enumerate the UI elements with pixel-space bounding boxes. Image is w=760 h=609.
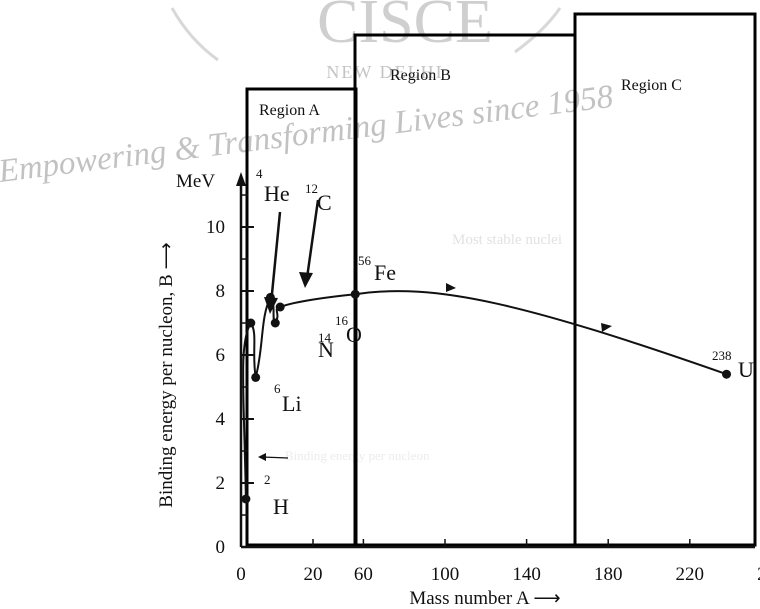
y-tick-label: 4 [216, 409, 226, 430]
x-tick-label: 0 [236, 564, 246, 585]
nuclide-mass-c: 12 [305, 181, 318, 196]
y-tick-label: 6 [216, 345, 226, 366]
region-box-c [573, 12, 757, 547]
x-tick-label: 140 [512, 564, 541, 585]
nuclide-mass-u: 238 [712, 348, 732, 363]
nuclide-symbol-he: He [264, 181, 290, 206]
nuclide-symbol-li: Li [282, 391, 302, 416]
nuclide-symbol-n: N [318, 337, 334, 362]
c-pointer-arrow [305, 199, 320, 279]
nuclide-symbol-fe: Fe [374, 260, 396, 285]
axes-layer: 024681002060100140180220260MeVBinding en… [156, 171, 760, 609]
watermark-faint-text-2: Binding energy per nucleon [285, 448, 430, 463]
x-axis-title: Mass number A ⟶ [409, 588, 560, 609]
nuclide-mass-h: 2 [264, 472, 271, 487]
watermark-tagline: Empowering & Transforming Lives since 19… [0, 79, 616, 190]
y-axis-unit: MeV [176, 171, 215, 192]
regions-layer: Region A Region B Region C [245, 12, 757, 547]
watermark-arc-left [170, 7, 219, 62]
data-point-o [275, 302, 285, 312]
data-point-he [246, 318, 256, 328]
nuclide-symbol-h: H [273, 494, 289, 519]
x-tick-label: 100 [431, 564, 460, 585]
he-pointer-arrow [269, 211, 282, 305]
h-region-arrow [261, 456, 289, 459]
nuclide-symbol-o: O [346, 322, 362, 347]
y-axis-arrowhead [236, 172, 246, 186]
data-point-u [722, 369, 732, 379]
watermark-cisce: CISCE [317, 0, 493, 56]
curve-direction-arrow [446, 283, 456, 292]
nuclide-mass-fe: 56 [358, 253, 372, 268]
y-tick-label: 2 [216, 473, 226, 494]
data-point-fe [350, 289, 360, 299]
x-tick-label: 60 [354, 564, 373, 585]
x-tick-label: 260 [757, 564, 760, 585]
he-pointer-arrowhead [264, 297, 278, 314]
c-pointer-arrowhead [299, 272, 313, 288]
y-tick-label: 10 [206, 217, 225, 238]
data-point-n [270, 318, 280, 328]
data-point-h [241, 494, 251, 504]
nuclide-symbol-u: U [738, 357, 754, 382]
h-region-arrowhead [258, 453, 266, 461]
series-layer [241, 199, 732, 504]
nuclide-mass-li: 6 [274, 381, 281, 396]
y-tick-label: 8 [216, 281, 226, 302]
nuclide-symbol-c: C [317, 190, 332, 215]
watermark-arc-right [514, 7, 562, 54]
region-label-c: Region C [621, 77, 682, 94]
x-tick-label: 20 [304, 564, 323, 585]
nuclide-mass-o: 16 [335, 313, 349, 328]
watermark: CISCE NEW DELHI Empowering & Transformin… [0, 0, 616, 463]
region-label-b: Region B [390, 67, 451, 84]
nuclide-mass-he: 4 [256, 166, 263, 181]
x-tick-label: 220 [676, 564, 705, 585]
x-tick-label: 180 [594, 564, 623, 585]
curve-direction-arrow [601, 323, 612, 332]
y-tick-label: 0 [216, 537, 226, 558]
data-point-li [251, 372, 261, 382]
watermark-faint-text-1: Most stable nuclei [452, 232, 562, 248]
nuclide-mass-n: 14 [318, 330, 332, 345]
binding-energy-curve [242, 290, 727, 500]
y-axis-title: Binding energy per nucleon, B ⟶ [156, 242, 177, 507]
region-label-a: Region A [259, 102, 320, 119]
